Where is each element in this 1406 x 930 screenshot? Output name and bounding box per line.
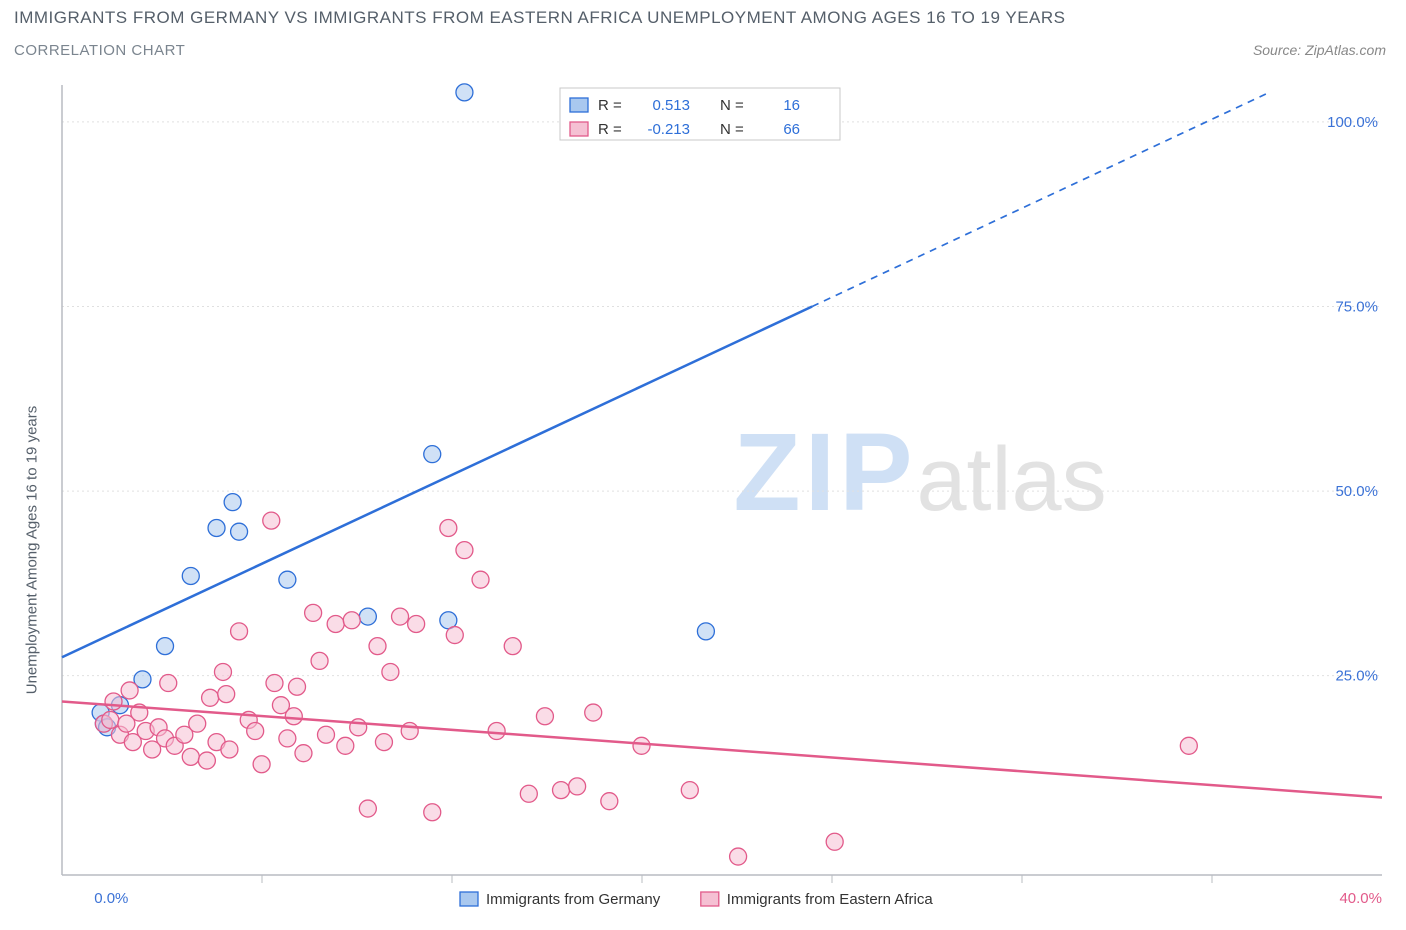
data-point [472, 571, 489, 588]
trend-line-extrapolated [812, 92, 1269, 306]
svg-text:N =: N = [720, 97, 744, 114]
data-point [218, 686, 235, 703]
data-point [1180, 737, 1197, 754]
scatter-chart: ZIPatlas 25.0% 50.0% 75.0% 100.0% 0.0% 40.0% R … [0, 80, 1406, 930]
data-point [633, 737, 650, 754]
svg-text:16: 16 [783, 97, 800, 114]
data-point [295, 745, 312, 762]
chart-container: Unemployment Among Ages 16 to 19 years Z… [0, 80, 1406, 930]
data-point [266, 675, 283, 692]
data-point [585, 704, 602, 721]
legend-swatch [460, 892, 478, 906]
svg-text:50.0%: 50.0% [1335, 483, 1378, 500]
data-point [102, 711, 119, 728]
svg-text:-0.213: -0.213 [647, 121, 690, 138]
data-point [189, 715, 206, 732]
data-point [359, 800, 376, 817]
svg-text:ZIPatlas: ZIPatlas [733, 411, 1106, 534]
data-point [697, 623, 714, 640]
data-point [520, 785, 537, 802]
data-point [224, 494, 241, 511]
svg-text:75.0%: 75.0% [1335, 298, 1378, 315]
data-point [279, 571, 296, 588]
svg-text:R =: R = [598, 97, 622, 114]
chart-title: IMMIGRANTS FROM GERMANY VS IMMIGRANTS FR… [14, 8, 1066, 28]
legend-swatch [701, 892, 719, 906]
data-point [305, 604, 322, 621]
svg-text:0.0%: 0.0% [94, 890, 128, 907]
data-point [375, 734, 392, 751]
data-point [424, 446, 441, 463]
data-point [369, 638, 386, 655]
data-point [121, 682, 138, 699]
legend-label: Immigrants from Germany [486, 891, 661, 908]
data-point [279, 730, 296, 747]
data-point [105, 693, 122, 710]
data-point [504, 638, 521, 655]
data-point [311, 652, 328, 669]
data-point [253, 756, 270, 773]
data-point [337, 737, 354, 754]
data-point [382, 663, 399, 680]
chart-subtitle: CORRELATION CHART [14, 42, 185, 59]
data-point [440, 519, 457, 536]
data-point [536, 708, 553, 725]
data-point [392, 608, 409, 625]
data-point [401, 723, 418, 740]
data-point [826, 833, 843, 850]
data-point [285, 708, 302, 725]
data-point [488, 723, 505, 740]
y-axis-label: Unemployment Among Ages 16 to 19 years [24, 406, 41, 695]
data-point [318, 726, 335, 743]
data-point [160, 675, 177, 692]
data-point [408, 615, 425, 632]
data-point [221, 741, 238, 758]
svg-text:0.513: 0.513 [652, 97, 690, 114]
data-point [424, 804, 441, 821]
legend-swatch [570, 98, 588, 112]
data-point [289, 678, 306, 695]
legend-swatch [570, 122, 588, 136]
data-point [456, 542, 473, 559]
data-point [730, 848, 747, 865]
source-attribution: Source: ZipAtlas.com [1253, 42, 1386, 58]
data-point [456, 84, 473, 101]
data-point [359, 608, 376, 625]
data-point [553, 782, 570, 799]
data-point [343, 612, 360, 629]
data-point [182, 748, 199, 765]
data-point [182, 567, 199, 584]
svg-text:66: 66 [783, 121, 800, 138]
data-point [214, 663, 231, 680]
data-point [263, 512, 280, 529]
svg-text:N =: N = [720, 121, 744, 138]
data-point [327, 615, 344, 632]
data-point [446, 627, 463, 644]
data-point [681, 782, 698, 799]
data-point [231, 623, 248, 640]
legend-label: Immigrants from Eastern Africa [727, 891, 934, 908]
trend-line [62, 306, 812, 657]
data-point [208, 519, 225, 536]
data-point [569, 778, 586, 795]
data-point [231, 523, 248, 540]
data-point [198, 752, 215, 769]
data-point [157, 638, 174, 655]
svg-text:25.0%: 25.0% [1335, 668, 1378, 685]
data-point [247, 723, 264, 740]
svg-text:R =: R = [598, 121, 622, 138]
data-point [202, 689, 219, 706]
svg-text:100.0%: 100.0% [1327, 114, 1378, 131]
svg-text:40.0%: 40.0% [1339, 890, 1382, 907]
data-point [601, 793, 618, 810]
